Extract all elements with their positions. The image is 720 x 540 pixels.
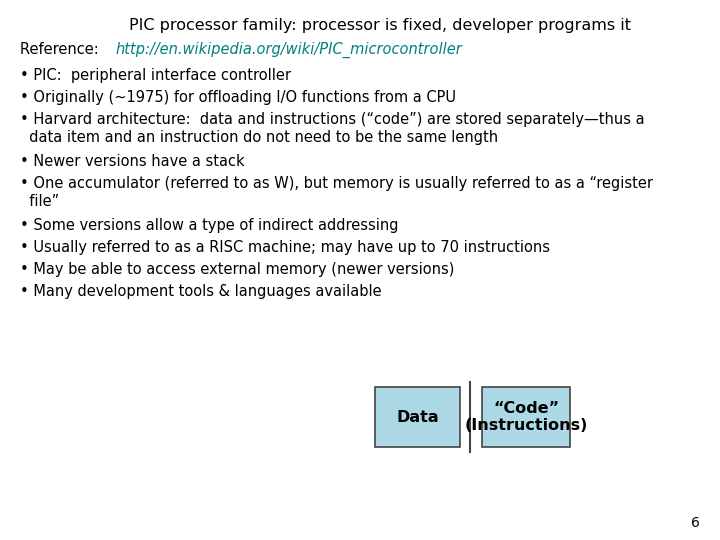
Text: PIC processor family: processor is fixed, developer programs it: PIC processor family: processor is fixed… [129, 18, 631, 33]
Text: • Newer versions have a stack: • Newer versions have a stack [20, 154, 245, 169]
Text: Reference:: Reference: [20, 42, 108, 57]
FancyBboxPatch shape [375, 387, 460, 447]
Text: • Some versions allow a type of indirect addressing: • Some versions allow a type of indirect… [20, 218, 398, 233]
Text: “Code”
(Instructions): “Code” (Instructions) [464, 401, 588, 433]
Text: • PIC:  peripheral interface controller: • PIC: peripheral interface controller [20, 68, 291, 83]
Text: • Harvard architecture:  data and instructions (“code”) are stored separately—th: • Harvard architecture: data and instruc… [20, 112, 644, 127]
Text: • May be able to access external memory (newer versions): • May be able to access external memory … [20, 262, 454, 277]
Text: file”: file” [20, 194, 59, 209]
Text: http://en.wikipedia.org/wiki/PIC_microcontroller: http://en.wikipedia.org/wiki/PIC_microco… [115, 42, 462, 58]
FancyBboxPatch shape [482, 387, 570, 447]
Text: • Usually referred to as a RISC machine; may have up to 70 instructions: • Usually referred to as a RISC machine;… [20, 240, 550, 255]
Text: data item and an instruction do not need to be the same length: data item and an instruction do not need… [20, 130, 498, 145]
Text: • Many development tools & languages available: • Many development tools & languages ava… [20, 284, 382, 299]
Text: 6: 6 [691, 516, 700, 530]
Text: Data: Data [396, 409, 438, 424]
Text: • One accumulator (referred to as W), but memory is usually referred to as a “re: • One accumulator (referred to as W), bu… [20, 176, 653, 191]
Text: • Originally (~1975) for offloading I/O functions from a CPU: • Originally (~1975) for offloading I/O … [20, 90, 456, 105]
